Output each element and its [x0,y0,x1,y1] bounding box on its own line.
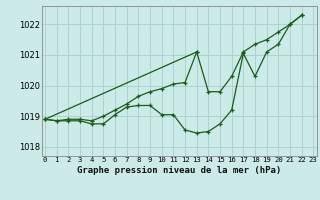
X-axis label: Graphe pression niveau de la mer (hPa): Graphe pression niveau de la mer (hPa) [77,166,281,175]
